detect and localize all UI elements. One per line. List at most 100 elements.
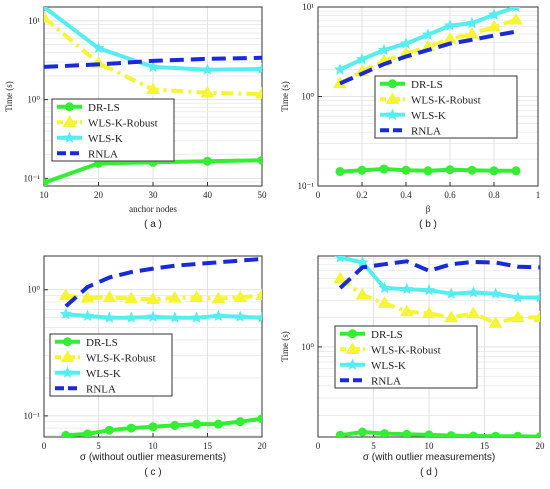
data-point-dr-ls (203, 156, 212, 166)
data-point-wls-k (377, 43, 391, 56)
legend-box (334, 325, 478, 389)
data-point-wls-k (533, 291, 540, 303)
x-tick-label: 1 (536, 190, 541, 200)
legend-marker-wls-k (61, 366, 74, 378)
data-point-wls-k-robust (399, 304, 414, 317)
legend-marker-wls-k-robust (60, 350, 75, 362)
data-point-dr-ls (192, 419, 202, 429)
data-point-wls-k-robust (333, 271, 348, 284)
series-line-dr-ls (339, 430, 540, 437)
series-line-wls-k-robust (339, 17, 517, 86)
data-point-dr-ls (489, 166, 499, 176)
data-point-wls-k (445, 287, 458, 299)
legend-label: WLS-K (371, 360, 406, 372)
y-axis-label: Time (s) (280, 81, 290, 111)
y-axis-label: Time (s) (4, 81, 14, 111)
legend-marker-dr-ls (348, 329, 357, 339)
y-tick-label: 10⁰ (27, 285, 40, 295)
data-point-dr-ls (445, 165, 455, 175)
x-axis-label: anchor nodes (129, 204, 177, 214)
x-tick-label: 30 (149, 190, 159, 200)
legend-label: WLS-K-Robust (371, 344, 441, 356)
legend-label: WLS-K (88, 133, 123, 145)
legend-label: DR-LS (411, 79, 443, 91)
data-point-dr-ls (513, 431, 523, 437)
data-point-wls-k (44, 7, 48, 13)
y-tick-label: 10¹ (302, 2, 314, 12)
x-tick-label: 20 (536, 441, 546, 451)
data-point-dr-ls (401, 165, 411, 175)
series-group (333, 256, 540, 437)
panel-caption: ( d ) (420, 467, 438, 478)
data-point-wls-k-robust (355, 287, 370, 300)
legend-marker-wls-k-robust (385, 92, 400, 104)
legend-marker-dr-ls (65, 102, 74, 112)
data-point-wls-k-robust (255, 288, 262, 301)
legend-label: RNLA (371, 375, 401, 387)
data-point-wls-k (399, 37, 413, 49)
data-point-dr-ls (424, 430, 434, 437)
legend: DR-LS WLS-K-Robust WLS-K RNLA (51, 98, 175, 162)
data-point-wls-k-robust (44, 10, 51, 23)
data-point-dr-ls (446, 431, 456, 437)
legend-marker-wls-k (386, 108, 399, 120)
legend: DR-LS WLS-K-Robust WLS-K RNLA (49, 333, 173, 397)
data-point-wls-k (443, 19, 457, 31)
data-point-wls-k-robust (533, 310, 540, 323)
legend-label: WLS-K-Robust (86, 352, 156, 364)
data-point-dr-ls (491, 431, 501, 437)
data-point-wls-k (168, 311, 181, 323)
data-point-wls-k-robust (444, 310, 459, 323)
data-point-wls-k (92, 41, 105, 54)
data-point-wls-k (146, 60, 160, 73)
legend-label: DR-LS (86, 337, 118, 349)
data-point-dr-ls (213, 419, 223, 429)
x-tick-label: 20 (94, 190, 104, 200)
data-point-wls-k-robust (488, 316, 503, 328)
series-group (333, 7, 523, 177)
data-point-wls-k (467, 286, 480, 298)
series-line-rnla (64, 257, 262, 308)
x-tick-label: 0.4 (400, 190, 412, 200)
series-line-wls-k-robust (65, 293, 262, 302)
x-tick-label: 0 (42, 441, 47, 451)
data-point-wls-k-robust (509, 12, 523, 25)
x-tick-label: 0.2 (356, 190, 367, 200)
data-point-dr-ls (126, 423, 136, 433)
y-tick-label: 10⁻¹ (24, 411, 41, 421)
series-line-wls-k (339, 256, 540, 300)
data-point-wls-k (103, 311, 116, 323)
data-point-wls-k (421, 28, 435, 40)
y-tick-label: 10⁰ (301, 342, 314, 352)
data-point-dr-ls (335, 430, 345, 437)
data-point-wls-k (422, 283, 436, 296)
legend-marker-dr-ls (388, 79, 397, 89)
y-tick-label: 10⁻¹ (298, 181, 315, 191)
data-point-dr-ls (535, 432, 540, 437)
data-point-dr-ls (148, 422, 158, 432)
data-point-wls-k (512, 7, 520, 13)
data-point-dr-ls (104, 425, 114, 435)
panel-caption: ( b ) (419, 219, 437, 230)
data-point-wls-k (465, 16, 479, 29)
legend-marker-wls-k (63, 131, 76, 143)
legend-label: RNLA (88, 148, 118, 160)
series-line-rnla (44, 55, 262, 69)
series-line-wls-k-robust (339, 276, 540, 326)
legend-label: WLS-K-Robust (411, 94, 481, 106)
data-point-wls-k-robust (200, 85, 215, 98)
x-tick-label: 15 (480, 441, 490, 451)
data-point-wls-k-robust (80, 290, 95, 303)
data-point-dr-ls (170, 420, 180, 430)
x-tick-label: 0 (316, 190, 321, 200)
data-point-wls-k-robust (510, 310, 525, 323)
data-point-wls-k-robust (487, 19, 501, 32)
legend-label: RNLA (86, 383, 116, 395)
legend-label: DR-LS (371, 329, 403, 341)
legend-label: WLS-K (86, 368, 121, 380)
x-axis-label: β (426, 204, 431, 214)
chart-panel-c: 0 5 10 15 20 10⁻¹ 10⁰ σ (without outlier measur… (24, 255, 267, 478)
x-tick-label: 0.6 (444, 190, 456, 200)
data-point-wls-k-robust (233, 290, 248, 303)
legend: DR-LS WLS-K-Robust WLS-K RNLA (374, 75, 518, 139)
